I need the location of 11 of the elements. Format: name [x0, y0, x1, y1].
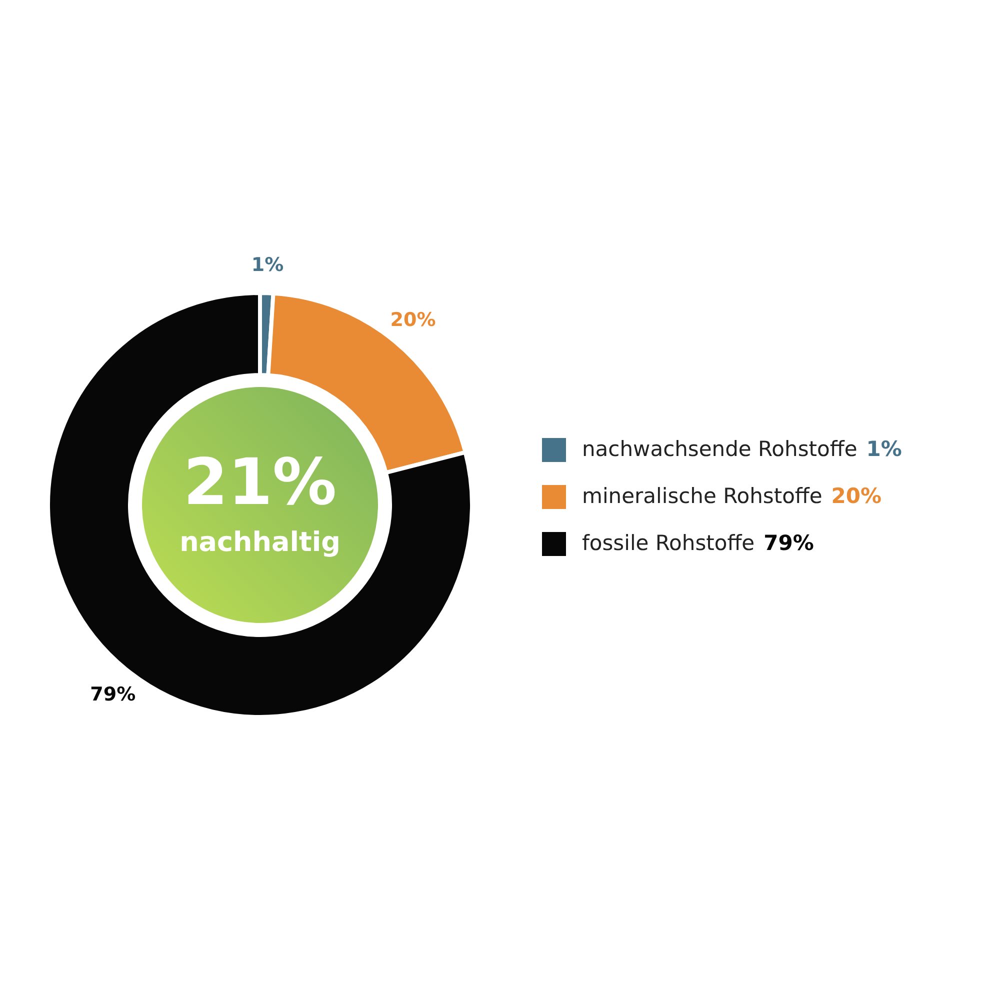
legend-label: mineralische Rohstoffe [582, 484, 822, 508]
data-label: 1% [251, 254, 284, 276]
text: 79% [764, 531, 814, 555]
text: 1% [866, 437, 902, 461]
legend-label: nachwachsende Rohstoffe [582, 437, 858, 461]
text: 21% [183, 446, 337, 520]
legend-label: fossile Rohstoffe [582, 531, 755, 555]
text: 20% [831, 484, 882, 508]
data-label: 20% [390, 309, 436, 332]
data-label: 79% [90, 684, 136, 706]
text: nachhaltig [180, 527, 340, 558]
